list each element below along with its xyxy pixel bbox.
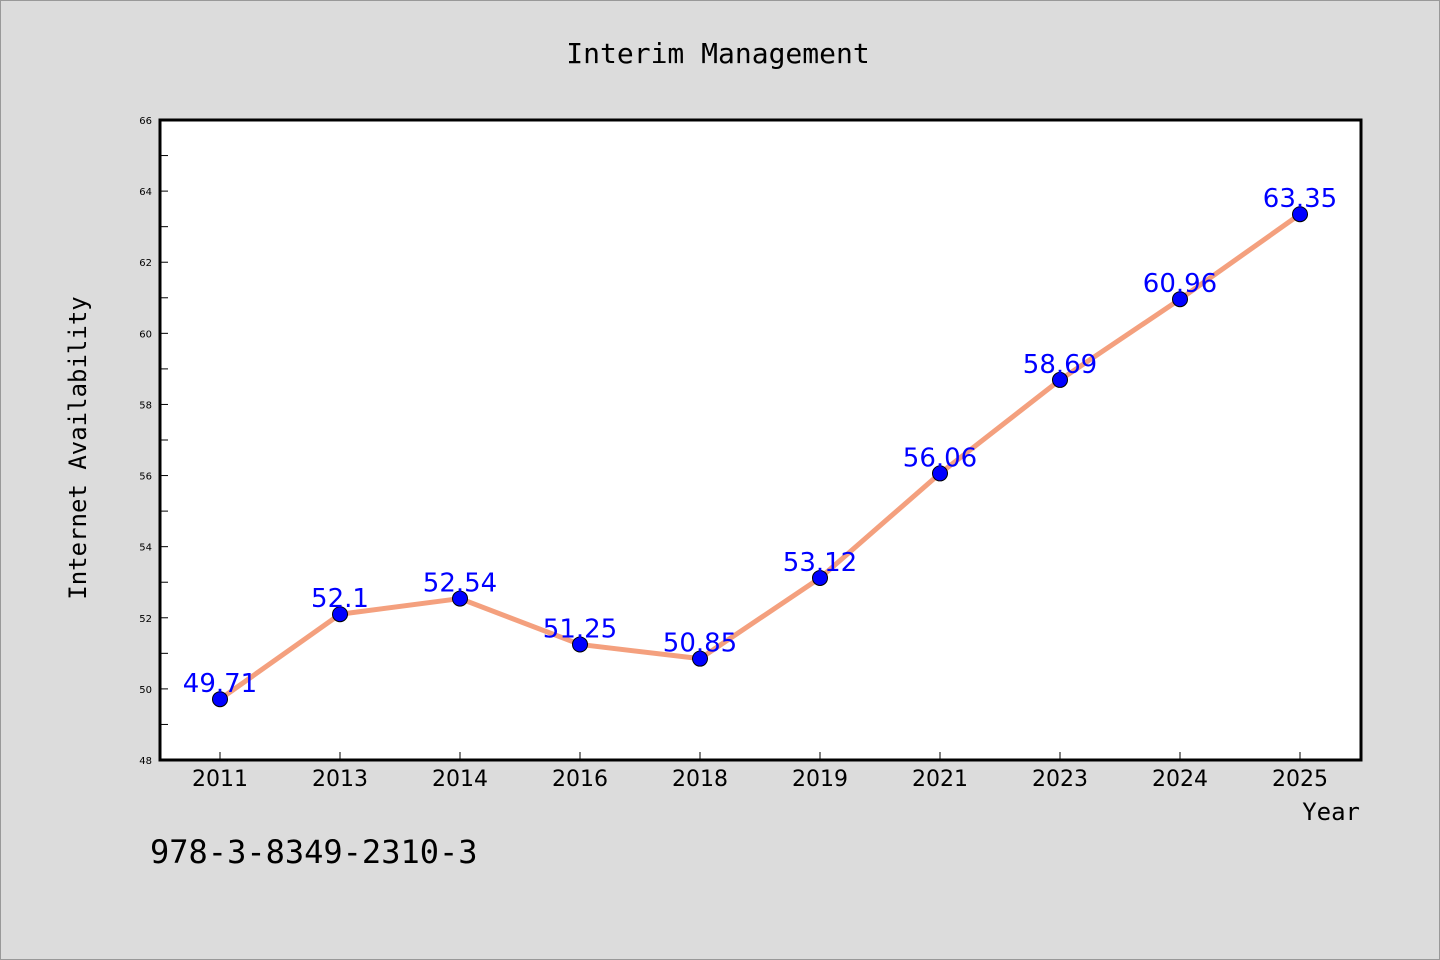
data-label-group: 49.71 52.1 52.54 51.25 50.85 53.12 56.06 58.69 6… [183, 184, 1337, 699]
data-point [332, 606, 348, 623]
series-line [217, 211, 1303, 702]
data-label: 60.96 [1143, 269, 1217, 299]
y-tick-label: 62 [139, 258, 152, 269]
data-point [1292, 206, 1308, 223]
y-tick-label: 52 [139, 614, 152, 625]
y-tick-label: 64 [139, 187, 152, 198]
x-axis: 2011 2013 2014 2016 2018 2019 2021 2023 2024 2025 [192, 752, 1328, 792]
data-label: 52.1 [311, 584, 369, 614]
data-point [452, 590, 468, 607]
plot-area [158, 118, 1363, 762]
x-tick-label: 2021 [912, 767, 968, 792]
data-label: 58.69 [1023, 350, 1097, 380]
x-tick-label: 2019 [792, 767, 848, 792]
data-label: 56.06 [903, 443, 977, 473]
x-tick-label: 2025 [1272, 767, 1328, 792]
x-tick-label: 2023 [1032, 767, 1088, 792]
y-tick-label: 48 [139, 756, 152, 767]
data-label: 51.25 [543, 614, 617, 644]
marker-group [212, 206, 1308, 708]
data-label: 49.71 [183, 669, 257, 699]
data-point [572, 636, 588, 653]
data-label: 52.54 [423, 569, 497, 599]
series-line-group [217, 211, 1303, 702]
x-tick-label: 2013 [312, 767, 368, 792]
y-tick-label: 58 [139, 400, 152, 411]
y-axis: 48 50 52 54 56 58 60 62 64 66 [139, 116, 168, 767]
data-point [932, 465, 948, 482]
data-point [1172, 291, 1188, 308]
y-tick-label: 56 [139, 472, 152, 483]
y-tick-label: 60 [139, 329, 152, 340]
data-label: 53.12 [783, 548, 857, 578]
data-point [692, 650, 708, 667]
x-axis-label: Year [1302, 798, 1360, 826]
y-tick-label: 54 [139, 543, 152, 554]
data-label: 50.85 [663, 629, 737, 659]
y-axis-label: Internet Availability [64, 296, 92, 599]
data-point [812, 569, 828, 586]
x-tick-label: 2024 [1152, 767, 1208, 792]
data-point [212, 691, 228, 708]
x-tick-label: 2016 [552, 767, 608, 792]
footer-identifier: 978-3-8349-2310-3 [150, 833, 478, 871]
data-label: 63.35 [1263, 184, 1337, 214]
y-tick-label: 66 [139, 116, 152, 127]
chart-title: Interim Management [566, 37, 869, 70]
x-tick-label: 2011 [192, 767, 248, 792]
data-point [1052, 371, 1068, 388]
y-tick-label: 50 [139, 685, 152, 696]
x-tick-label: 2014 [432, 767, 488, 792]
x-tick-label: 2018 [672, 767, 728, 792]
